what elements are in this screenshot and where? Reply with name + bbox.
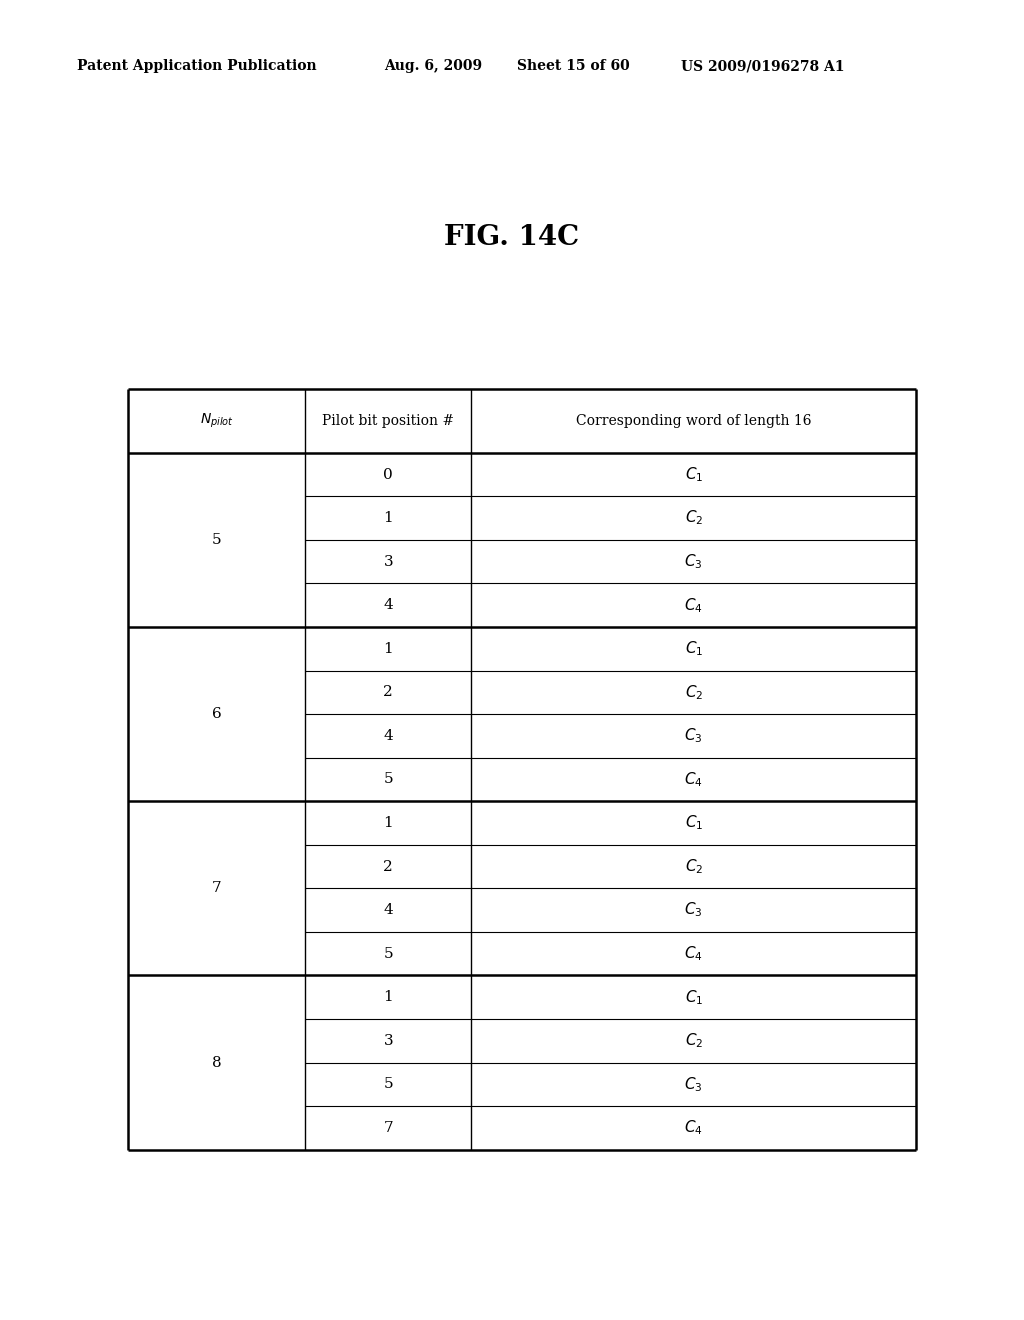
Text: 5: 5 — [383, 946, 393, 961]
Text: $C_2$: $C_2$ — [685, 508, 702, 528]
Text: $C_3$: $C_3$ — [684, 900, 703, 920]
Text: 4: 4 — [383, 903, 393, 917]
Text: Patent Application Publication: Patent Application Publication — [77, 59, 316, 74]
Text: US 2009/0196278 A1: US 2009/0196278 A1 — [681, 59, 845, 74]
Text: $C_4$: $C_4$ — [684, 944, 703, 964]
Text: 8: 8 — [212, 1056, 221, 1069]
Text: 6: 6 — [212, 708, 221, 721]
Text: 0: 0 — [383, 467, 393, 482]
Text: Sheet 15 of 60: Sheet 15 of 60 — [517, 59, 630, 74]
Text: $C_1$: $C_1$ — [685, 465, 702, 484]
Text: $C_3$: $C_3$ — [684, 552, 703, 572]
Text: Aug. 6, 2009: Aug. 6, 2009 — [384, 59, 482, 74]
Text: $C_3$: $C_3$ — [684, 1074, 703, 1094]
Text: $C_2$: $C_2$ — [685, 682, 702, 702]
Text: 5: 5 — [383, 1077, 393, 1092]
Text: Corresponding word of length 16: Corresponding word of length 16 — [575, 414, 811, 428]
Text: 2: 2 — [383, 859, 393, 874]
Text: FIG. 14C: FIG. 14C — [444, 224, 580, 251]
Text: 5: 5 — [212, 533, 221, 546]
Text: 3: 3 — [383, 554, 393, 569]
Text: $C_4$: $C_4$ — [684, 770, 703, 789]
Text: $C_4$: $C_4$ — [684, 1118, 703, 1138]
Text: $C_1$: $C_1$ — [685, 987, 702, 1007]
Text: Pilot bit position #: Pilot bit position # — [323, 414, 455, 428]
Text: 1: 1 — [383, 816, 393, 830]
Text: 1: 1 — [383, 990, 393, 1005]
Text: $C_2$: $C_2$ — [685, 1031, 702, 1051]
Text: 7: 7 — [212, 882, 221, 895]
Text: $N_{pilot}$: $N_{pilot}$ — [200, 412, 233, 430]
Text: 4: 4 — [383, 729, 393, 743]
Text: $C_1$: $C_1$ — [685, 639, 702, 659]
Text: $C_1$: $C_1$ — [685, 813, 702, 833]
Text: 3: 3 — [383, 1034, 393, 1048]
Text: 1: 1 — [383, 642, 393, 656]
Text: $C_2$: $C_2$ — [685, 857, 702, 876]
Text: 7: 7 — [383, 1121, 393, 1135]
Text: 2: 2 — [383, 685, 393, 700]
Text: $C_3$: $C_3$ — [684, 726, 703, 746]
Text: 4: 4 — [383, 598, 393, 612]
Text: 1: 1 — [383, 511, 393, 525]
Text: 5: 5 — [383, 772, 393, 787]
Text: $C_4$: $C_4$ — [684, 595, 703, 615]
